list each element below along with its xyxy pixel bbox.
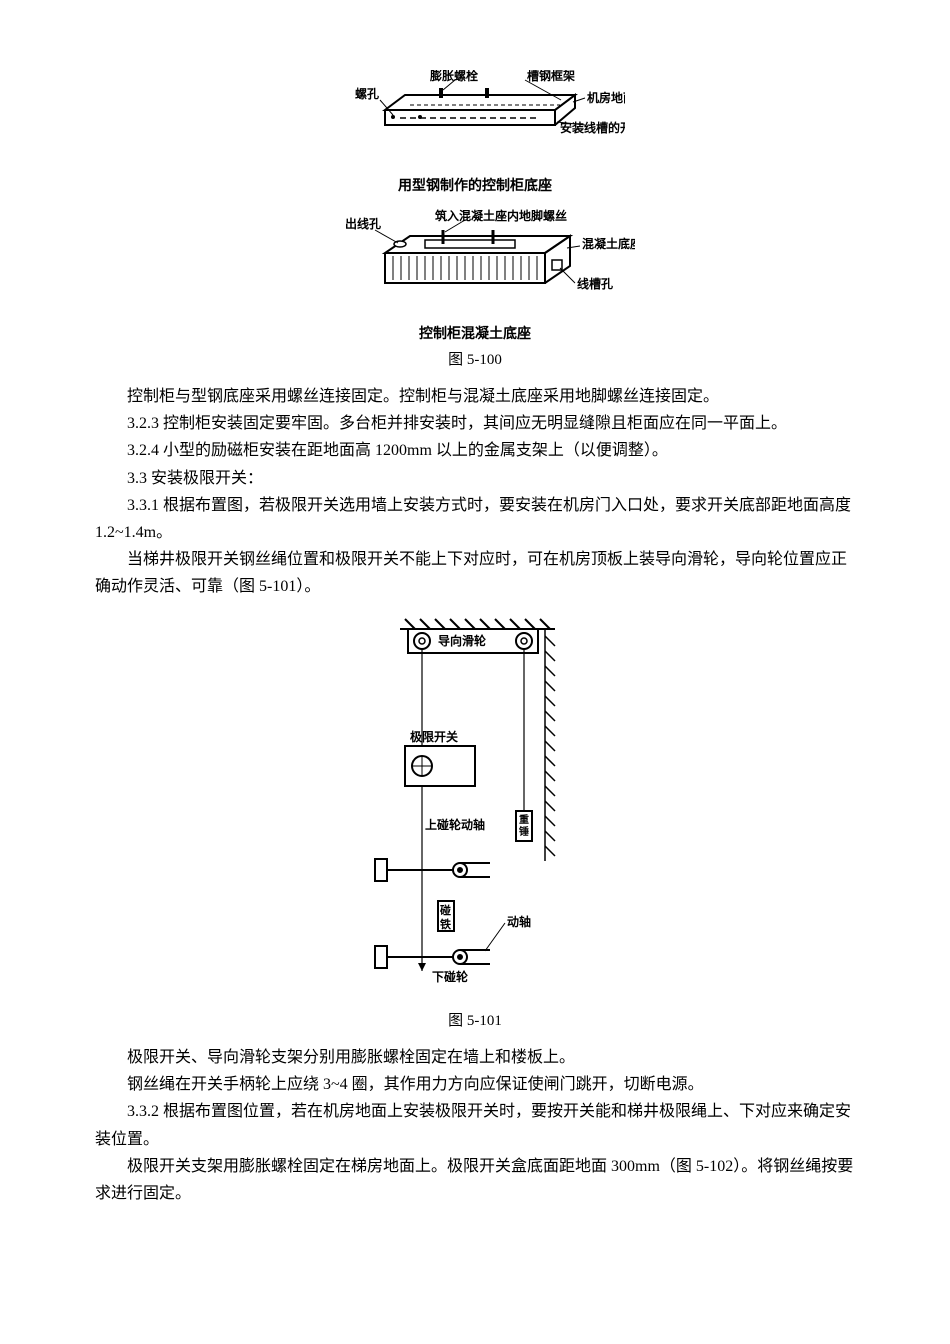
label-slot-opening: 安装线槽的开口 xyxy=(560,120,625,135)
fig2-caption: 图 5-100 xyxy=(95,348,855,374)
para-9: 3.3.2 根据布置图位置，若在机房地面上安装极限开关时，要按开关能和梯井极限绳… xyxy=(95,1098,855,1152)
label-slot-hole: 线槽孔 xyxy=(577,276,613,291)
label-upper-wheel: 上碰轮动轴 xyxy=(425,817,485,832)
para-10: 极限开关支架用膨胀螺栓固定在梯房地面上。极限开关盒底面距地面 300mm（图 5… xyxy=(95,1153,855,1207)
para-6: 当梯井极限开关钢丝绳位置和极限开关不能上下对应时，可在机房顶板上装导向滑轮，导向… xyxy=(95,546,855,600)
para-7: 极限开关、导向滑轮支架分别用膨胀螺栓固定在墙上和楼板上。 xyxy=(95,1044,855,1071)
fig3-caption: 图 5-101 xyxy=(95,1009,855,1035)
label-moving-shaft: 动轴 xyxy=(507,914,531,929)
label-outlet-hole: 出线孔 xyxy=(345,216,381,231)
label-collision-iron-2: 铁 xyxy=(440,917,451,931)
para-5: 3.3.1 根据布置图，若极限开关选用墙上安装方式时，要安装在机房门入口处，要求… xyxy=(95,492,855,546)
para-2: 3.2.3 控制柜安装固定要牢固。多台柜并排安装时，其间应无明显缝隙且柜面应在同… xyxy=(95,410,855,437)
label-expansion-bolt: 膨胀螺栓 xyxy=(429,70,478,83)
figure-5-100-bottom: 出线孔 筑入混凝土座内地脚螺丝 混凝土底座 线槽孔 控制柜混凝土底座 图 5-1… xyxy=(95,208,855,373)
label-machine-floor: 机房地面 xyxy=(587,90,625,105)
para-4: 3.3 安装极限开关： xyxy=(95,465,855,492)
label-anchor-bolt: 筑入混凝土座内地脚螺丝 xyxy=(435,208,567,223)
svg-text:锤: 锤 xyxy=(519,825,529,838)
label-collision-iron-1: 碰 xyxy=(440,903,451,917)
para-3: 3.2.4 小型的励磁柜安装在距地面高 1200mm 以上的金属支架上（以便调整… xyxy=(95,437,855,464)
fig2-caption-cn: 控制柜混凝土底座 xyxy=(95,322,855,346)
fig1-caption-cn: 用型钢制作的控制柜底座 xyxy=(95,174,855,198)
label-weight: 重 xyxy=(519,813,529,826)
label-screw-hole: 螺孔 xyxy=(355,86,379,101)
para-1: 控制柜与型钢底座采用螺丝连接固定。控制柜与混凝土底座采用地脚螺丝连接固定。 xyxy=(95,383,855,410)
label-lower-wheel: 下碰轮 xyxy=(432,969,469,984)
para-8: 钢丝绳在开关手柄轮上应绕 3~4 圈，其作用力方向应保证使闸门跳开，切断电源。 xyxy=(95,1071,855,1098)
label-guide-pulley: 导向滑轮 xyxy=(438,633,487,648)
figure-5-101: 导向滑轮 极限开关 重 锤 上碰轮动轴 xyxy=(95,611,855,1035)
figure-5-100-top: 螺孔 膨胀螺栓 槽钢框架 机房地面 安装线槽的开口 用型钢制作的控制柜底座 xyxy=(95,70,855,198)
label-limit-switch: 极限开关 xyxy=(410,729,458,744)
label-concrete-base: 混凝土底座 xyxy=(582,236,635,251)
label-channel-frame: 槽钢框架 xyxy=(527,70,575,83)
